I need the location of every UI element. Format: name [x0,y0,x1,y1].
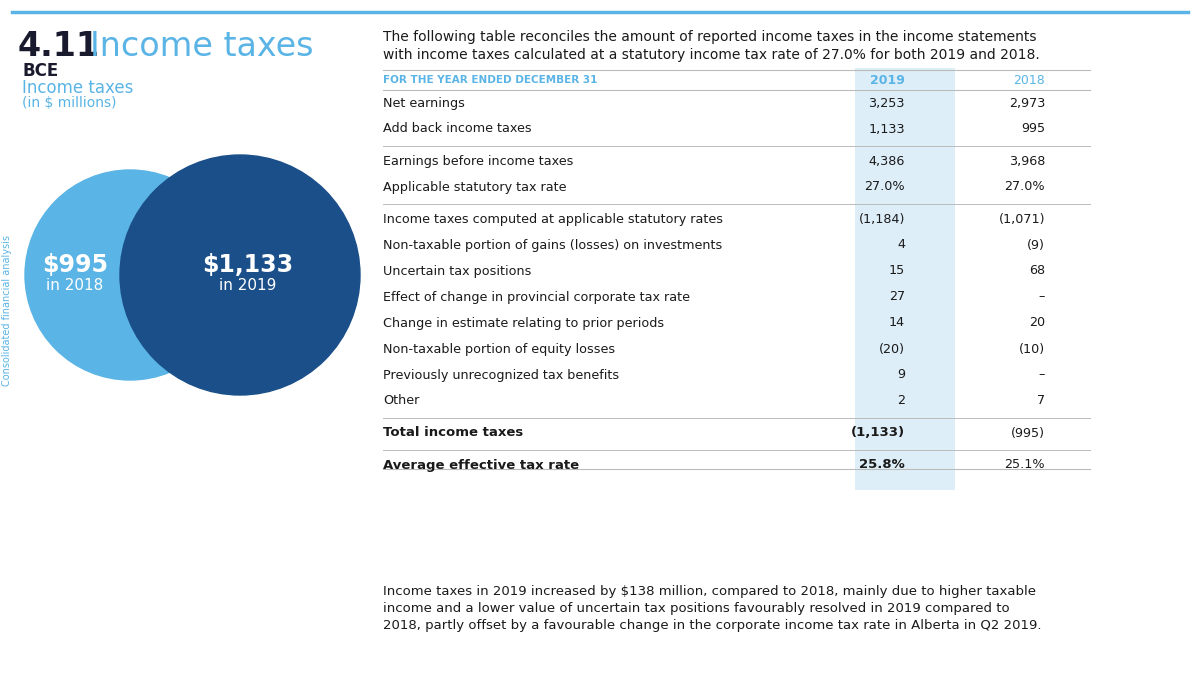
Text: 7: 7 [1037,395,1045,408]
Text: $1,133: $1,133 [203,253,294,277]
Text: Previously unrecognized tax benefits: Previously unrecognized tax benefits [383,368,619,382]
Text: Income taxes: Income taxes [22,79,133,97]
Text: (1,071): (1,071) [998,213,1045,226]
Text: with income taxes calculated at a statutory income tax rate of 27.0% for both 20: with income taxes calculated at a statut… [383,48,1039,62]
Text: (9): (9) [1027,239,1045,251]
Text: 4: 4 [898,239,905,251]
Text: 68: 68 [1028,264,1045,277]
Text: Earnings before income taxes: Earnings before income taxes [383,155,574,168]
Text: 27.0%: 27.0% [864,181,905,193]
Text: –: – [1039,290,1045,304]
Text: 27: 27 [889,290,905,304]
Text: 3,968: 3,968 [1009,155,1045,168]
Text: in 2019: in 2019 [220,279,277,293]
Text: Other: Other [383,395,419,408]
Text: FOR THE YEAR ENDED DECEMBER 31: FOR THE YEAR ENDED DECEMBER 31 [383,75,598,85]
Text: Consolidated financial analysis: Consolidated financial analysis [2,235,12,386]
Text: 14: 14 [889,317,905,330]
Text: Change in estimate relating to prior periods: Change in estimate relating to prior per… [383,317,664,330]
Text: BCE: BCE [22,62,59,80]
Text: (20): (20) [878,342,905,355]
Text: Total income taxes: Total income taxes [383,426,523,440]
Text: 1,133: 1,133 [869,123,905,135]
Text: Income taxes computed at applicable statutory rates: Income taxes computed at applicable stat… [383,213,722,226]
Text: income and a lower value of uncertain tax positions favourably resolved in 2019 : income and a lower value of uncertain ta… [383,602,1009,615]
Text: (995): (995) [1010,426,1045,440]
Text: 25.1%: 25.1% [1004,458,1045,471]
Text: 25.8%: 25.8% [859,458,905,471]
Text: Net earnings: Net earnings [383,97,464,110]
Bar [854,68,955,490]
Text: 2018, partly offset by a favourable change in the corporate income tax rate in A: 2018, partly offset by a favourable chan… [383,619,1042,632]
Text: 2,973: 2,973 [1009,97,1045,110]
Circle shape [120,155,360,395]
Text: 20: 20 [1028,317,1045,330]
Text: $995: $995 [42,253,108,277]
Text: (1,184): (1,184) [859,213,905,226]
Text: in 2018: in 2018 [47,279,103,293]
Text: 3,253: 3,253 [869,97,905,110]
Text: Income taxes in 2019 increased by $138 million, compared to 2018, mainly due to : Income taxes in 2019 increased by $138 m… [383,585,1036,598]
Text: 2018: 2018 [1013,74,1045,86]
Text: (10): (10) [1019,342,1045,355]
Text: 27.0%: 27.0% [1004,181,1045,193]
Text: The following table reconciles the amount of reported income taxes in the income: The following table reconciles the amoun… [383,30,1037,44]
Text: (in $ millions): (in $ millions) [22,96,116,110]
Text: Add back income taxes: Add back income taxes [383,123,532,135]
Text: –: – [1039,368,1045,382]
Text: 4.11: 4.11 [18,30,100,63]
Text: 4,386: 4,386 [869,155,905,168]
Text: 9: 9 [898,368,905,382]
Text: 15: 15 [889,264,905,277]
Circle shape [25,170,235,380]
Text: Average effective tax rate: Average effective tax rate [383,458,580,471]
Text: Non-taxable portion of equity losses: Non-taxable portion of equity losses [383,342,616,355]
Text: 2: 2 [898,395,905,408]
Text: Non-taxable portion of gains (losses) on investments: Non-taxable portion of gains (losses) on… [383,239,722,251]
Text: Income taxes: Income taxes [90,30,313,63]
Text: 2019: 2019 [870,74,905,86]
Text: 995: 995 [1021,123,1045,135]
Text: (1,133): (1,133) [851,426,905,440]
Text: Effect of change in provincial corporate tax rate: Effect of change in provincial corporate… [383,290,690,304]
Text: Applicable statutory tax rate: Applicable statutory tax rate [383,181,566,193]
Text: Uncertain tax positions: Uncertain tax positions [383,264,532,277]
